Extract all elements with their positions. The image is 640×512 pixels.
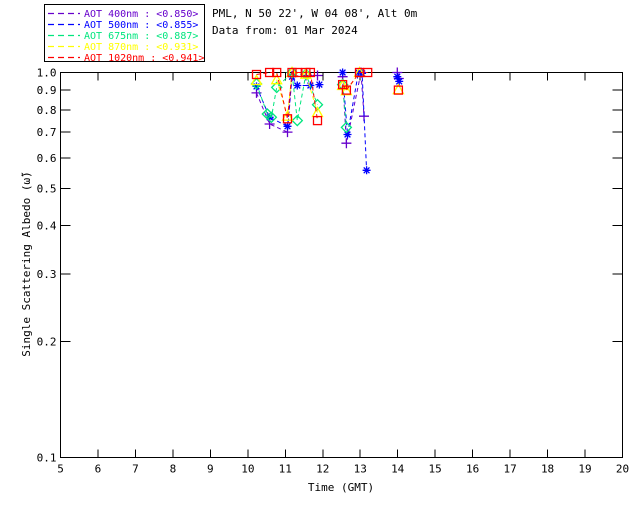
x-tick-label: 18	[541, 463, 554, 476]
y-tick-label: 0.7	[37, 126, 57, 139]
asterisk-marker-icon	[395, 77, 404, 86]
legend-entry-label: AOT 870nm : <0.931>	[84, 42, 198, 53]
x-tick-label: 10	[241, 463, 254, 476]
square-marker-icon	[363, 67, 373, 78]
x-tick-label: 7	[132, 463, 139, 476]
data-date-text: Data from: 01 Mar 2024	[212, 24, 358, 37]
x-tick-label: 8	[170, 463, 177, 476]
diamond-marker-icon	[291, 114, 304, 127]
x-tick-label: 20	[616, 463, 629, 476]
y-tick-label: 0.2	[37, 336, 57, 349]
square-marker-icon	[282, 114, 293, 124]
legend-box: AOT 400nm : <0.850>AOT 500nm : <0.855>AO…	[44, 4, 205, 64]
legend-entry-label: AOT 400nm : <0.850>	[84, 9, 198, 20]
site-coordinates-text: PML, N 50 22', W 04 08', Alt 0m	[212, 7, 418, 20]
x-tick-label: 5	[57, 463, 64, 476]
y-tick-label: 0.8	[37, 104, 57, 117]
asterisk-marker-icon	[283, 122, 292, 131]
x-tick-label: 11	[279, 463, 292, 476]
x-tick-label: 17	[503, 463, 516, 476]
plus-marker-icon	[341, 138, 352, 149]
x-tick-label: 12	[316, 463, 329, 476]
series-line	[256, 71, 400, 171]
y-tick-label: 0.9	[37, 84, 57, 97]
diamond-marker-icon	[270, 81, 283, 94]
square-marker-icon	[341, 85, 352, 95]
y-tick-label: 0.6	[37, 152, 57, 165]
triangle-marker-icon	[270, 73, 283, 85]
series-aot-870nm	[250, 66, 405, 121]
series-line	[257, 73, 399, 121]
asterisk-marker-icon	[338, 68, 347, 77]
x-tick-label: 19	[578, 463, 591, 476]
y-tick-label: 0.3	[37, 268, 57, 281]
diamond-marker-icon	[265, 111, 278, 124]
x-tick-label: 15	[429, 463, 442, 476]
plot-frame	[60, 72, 623, 458]
asterisk-marker-icon	[354, 68, 363, 77]
x-axis-title: Time (GMT)	[308, 481, 374, 494]
y-axis-title: Single Scattering Albedo (ω̃)	[20, 171, 33, 356]
y-tick-label: 1.0	[37, 67, 57, 80]
square-marker-icon	[251, 69, 262, 80]
triangle-marker-icon	[299, 67, 313, 79]
y-tick-label: 0.1	[37, 452, 57, 465]
y-tick-label: 0.4	[37, 220, 57, 233]
y-tick-label: 0.5	[37, 182, 57, 195]
square-marker-icon	[264, 67, 275, 78]
asterisk-marker-icon	[343, 130, 352, 139]
asterisk-marker-icon	[362, 166, 371, 175]
x-tick-label: 14	[391, 463, 405, 476]
legend-entry-label: AOT 1020nm : <0.941>	[84, 53, 204, 64]
square-marker-icon	[305, 67, 316, 78]
diamond-marker-icon	[311, 98, 324, 111]
diamond-marker-icon	[340, 121, 353, 134]
x-tick-label: 16	[466, 463, 479, 476]
asterisk-marker-icon	[393, 72, 402, 81]
square-marker-icon	[287, 67, 297, 78]
square-marker-icon	[393, 85, 404, 95]
asterisk-marker-icon	[315, 80, 324, 89]
diamond-marker-icon	[299, 68, 312, 81]
asterisk-marker-icon	[252, 82, 261, 91]
x-tick-label: 6	[95, 463, 102, 476]
x-tick-label: 13	[354, 463, 367, 476]
triangle-marker-icon	[250, 74, 263, 86]
legend-entry-label: AOT 675nm : <0.887>	[84, 31, 198, 42]
legend-entry-label: AOT 500nm : <0.855>	[84, 20, 198, 31]
triangle-marker-icon	[281, 109, 294, 121]
series-aot-1020nm	[251, 67, 404, 126]
asterisk-marker-icon	[293, 81, 302, 90]
axis-ticks: 5 6 7 8 9 10 11 12 13 14 15 16 17 18 19 20 1.0 0.9 0.8 0.7 0…	[37, 67, 630, 476]
x-tick-label: 9	[207, 463, 214, 476]
square-marker-icon	[272, 67, 282, 78]
square-marker-icon	[312, 115, 323, 126]
data-series	[250, 66, 405, 175]
diamond-marker-icon	[286, 66, 298, 79]
